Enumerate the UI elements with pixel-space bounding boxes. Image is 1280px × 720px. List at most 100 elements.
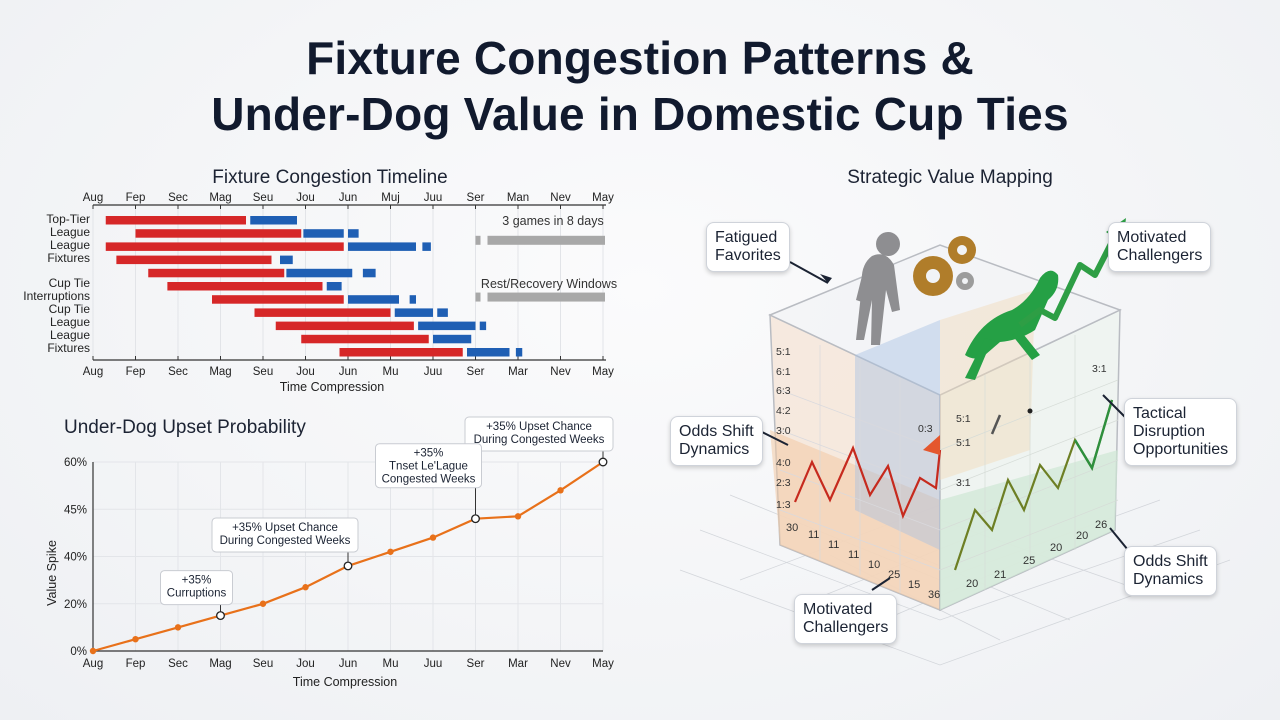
- line-point: [89, 647, 97, 655]
- line-x-tick-label: Sec: [168, 658, 188, 670]
- lf-y-3: 4:2: [776, 405, 791, 417]
- gantt-bar-cup: [250, 216, 297, 225]
- gantt-top-tick-label: Man: [507, 192, 529, 204]
- line-marked-point: [343, 561, 353, 571]
- callout-motivated-bottom-line2: Challengers: [803, 619, 889, 636]
- line-x-tick-label: Mu: [383, 658, 399, 670]
- gantt-bottom-tick-label: Jou: [296, 366, 315, 378]
- lf-x-0: 30: [786, 522, 798, 534]
- upset-series-points: [89, 457, 608, 655]
- callout-pointers: [761, 261, 1129, 591]
- line-point: [132, 635, 139, 643]
- gantt-top-tick-label: Fep: [126, 192, 146, 204]
- line-y-label: Value Spike: [45, 540, 59, 606]
- line-annotation-text: +35%: [182, 575, 212, 587]
- left-face-arrow: [923, 435, 940, 455]
- gantt-row-label: Top-Tier: [46, 212, 90, 226]
- gantt-bar-league: [116, 255, 272, 265]
- gantt-bar-cup: [348, 295, 399, 304]
- lf-x-1: 11: [808, 529, 819, 541]
- right-face-odds-line-green: [1073, 399, 1114, 471]
- gears-icon: [913, 236, 976, 296]
- gantt-title: Fixture Congestion Timeline: [212, 167, 448, 188]
- gantt-bar-cup: [422, 242, 431, 251]
- gantt-top-tick-label: Juu: [424, 192, 443, 204]
- line-annotation-text: During Congested Weeks: [220, 535, 351, 547]
- line-y-ticks: 60% 45% 40% 20% 0%: [64, 457, 87, 658]
- gantt-bar-cup: [326, 282, 342, 291]
- line-annotation-text: Congested Weeks: [382, 474, 476, 486]
- lf-y-7: 1:3: [776, 499, 791, 511]
- line-x-tick-label: Seu: [253, 658, 273, 670]
- gantt-bar-league: [105, 242, 344, 251]
- right-face-y-labels: 5:1 5:1 3:1: [956, 413, 971, 489]
- gantt-bottom-tick-label: Mar: [508, 366, 528, 378]
- left-face-odds-line: [793, 445, 942, 520]
- gantt-row-label: Fixtures: [47, 341, 90, 355]
- lf-x-4: 10: [868, 559, 880, 571]
- left-face-y-labels: 5:1 6:1 6:3 4:2 3:0 4:0 2:3 1:3: [776, 346, 791, 511]
- rf-x-0: 20: [966, 578, 978, 590]
- lf-x-2: 11: [828, 539, 839, 551]
- gantt-bar-cup: [479, 321, 487, 331]
- gantt-top-tick-label: Aug: [83, 192, 103, 204]
- line-x-tick-label: Jou: [296, 658, 315, 670]
- gantt-bottom-tick-label: Ser: [467, 366, 485, 378]
- page-title-line-1: Fixture Congestion Patterns &: [306, 32, 974, 84]
- callout-tactical-line3: Opportunities: [1133, 441, 1229, 458]
- rf-y-0: 5:1: [956, 413, 971, 425]
- pointer-head-icon: [820, 274, 832, 283]
- line-annotation-box: [211, 517, 359, 553]
- gantt-bar-cup: [348, 242, 416, 251]
- line-marked-point: [471, 514, 480, 524]
- callout-fatigued-favorites: Fatigued Favorites: [706, 222, 790, 272]
- callout-motivated-challengers-bottom: Motivated Challengers: [794, 594, 898, 644]
- line-annotation-box: [160, 570, 233, 606]
- right-face-dot: [1027, 408, 1033, 414]
- right-face-dash: [990, 414, 1002, 435]
- line-x-tick-label: Mag: [209, 658, 231, 670]
- line-x-tick-label: Juu: [424, 658, 443, 670]
- gantt-row-label: Cup Tie: [49, 302, 91, 316]
- gantt-x-label: Time Compression: [280, 380, 384, 394]
- gantt-top-tick-label: May: [592, 192, 614, 204]
- line-x-tick-label: Mar: [508, 658, 528, 670]
- fixture-congestion-chart: Fixture Congestion Timeline Aug Aug Fep Fep…: [23, 167, 617, 394]
- callout-motivated-challengers-top: Motivated Challengers: [1108, 222, 1212, 272]
- line-marked-point: [216, 611, 225, 621]
- line-y-tick-label: 60%: [64, 457, 87, 469]
- line-y-tick-label: 45%: [64, 504, 87, 516]
- callout-fatigued-line1: Fatigued: [715, 229, 778, 246]
- gantt-bottom-tick-label: Nev: [550, 366, 571, 378]
- gantt-row-label: Interruptions: [23, 289, 90, 303]
- line-x-tick-label: May: [592, 658, 614, 670]
- gantt-annotation-rest: Rest/Recovery Windows: [481, 277, 617, 291]
- rf-top-label: 3:1: [1092, 363, 1107, 375]
- line-annotation-text: During Congested Weeks: [474, 434, 605, 446]
- gantt-bar-cup: [394, 308, 433, 317]
- gantt-top-tick-label: Jun: [339, 192, 358, 204]
- right-face-grid: [939, 335, 1119, 590]
- fatigued-favorite-figure-icon: [856, 232, 900, 345]
- lf-y-6: 2:3: [776, 477, 791, 489]
- gantt-bar-league: [254, 308, 391, 317]
- gantt-bar-cup: [515, 348, 523, 357]
- lf-y-2: 6:3: [776, 385, 791, 397]
- line-annotation-text: +35% Upset Chance: [232, 522, 338, 534]
- right-title: Strategic Value Mapping: [847, 167, 1053, 188]
- gantt-bar-league: [339, 348, 463, 357]
- line-annotation-text: Curruptions: [167, 588, 227, 600]
- line-title: Under-Dog Upset Probability: [64, 417, 306, 438]
- upset-probability-chart: Under-Dog Upset Probability 60% 45% 40% 20%…: [45, 416, 614, 689]
- line-y-tick-label: 40%: [64, 552, 87, 564]
- gantt-bar-cup: [362, 268, 376, 278]
- callout-motivated-top-line2: Challengers: [1117, 247, 1203, 264]
- gantt-top-tick-label: Nev: [550, 192, 571, 204]
- gantt-ticks: Aug Aug Fep Fep Sec Sec Mag Mag Seu Seu Jou Jou Jun J…: [83, 192, 614, 378]
- callout-tactical-disruption: Tactical Disruption Opportunities: [1124, 398, 1238, 466]
- gantt-bottom-tick-label: Sec: [168, 366, 188, 378]
- callout-odds-shift-right: Odds Shift Dynamics: [1124, 546, 1217, 596]
- gantt-row-label: League: [50, 225, 90, 239]
- callout-odds-shift-left: Odds Shift Dynamics: [670, 416, 763, 466]
